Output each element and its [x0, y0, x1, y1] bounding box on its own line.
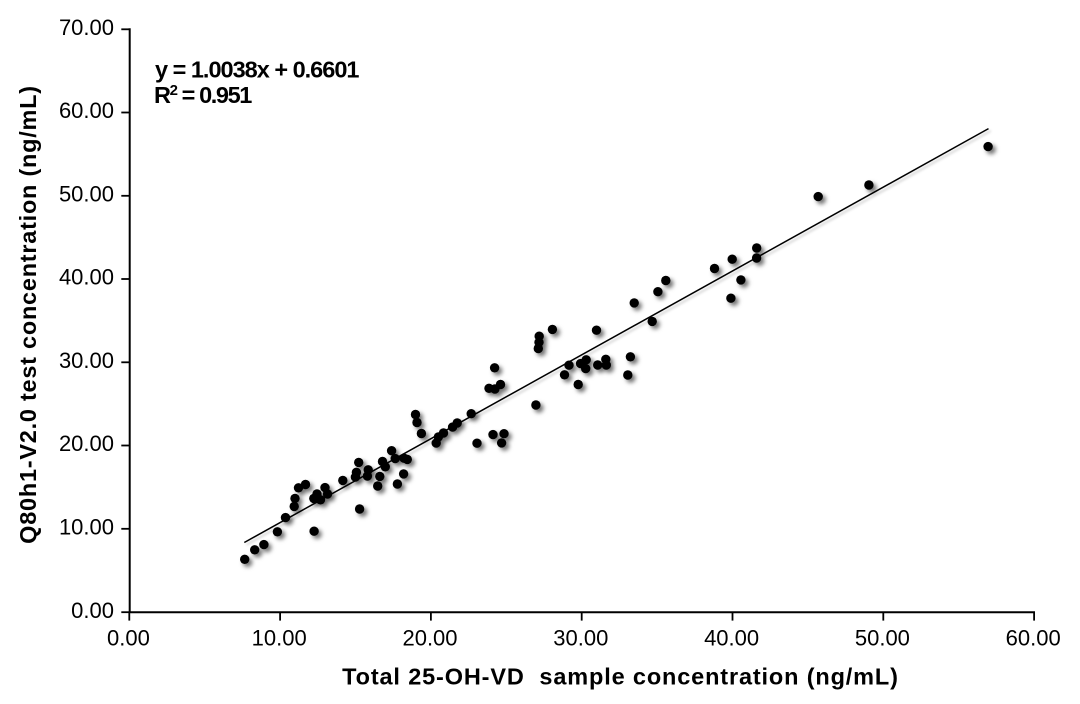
svg-text:40.00: 40.00	[59, 265, 114, 290]
svg-text:0.00: 0.00	[107, 626, 150, 651]
svg-text:50.00: 50.00	[59, 181, 114, 206]
svg-text:R2 = 0.951: R2 = 0.951	[154, 82, 252, 108]
svg-text:70.00: 70.00	[59, 15, 114, 40]
svg-text:Total 25-OH-VD sample concent: Total 25-OH-VD sample concentration (ng/…	[342, 664, 899, 690]
svg-text:60.00: 60.00	[59, 98, 114, 123]
svg-text:30.00: 30.00	[553, 626, 608, 651]
svg-text:20.00: 20.00	[402, 626, 457, 651]
svg-text:y = 1.0038x + 0.6601: y = 1.0038x + 0.6601	[155, 57, 359, 83]
svg-text:30.00: 30.00	[59, 348, 114, 373]
svg-text:10.00: 10.00	[252, 626, 307, 651]
svg-text:40.00: 40.00	[704, 626, 759, 651]
svg-text:20.00: 20.00	[59, 431, 114, 456]
svg-text:Q80h1-V2.0 test concentration: Q80h1-V2.0 test concentration (ng/mL)	[15, 85, 41, 544]
svg-text:60.00: 60.00	[1006, 626, 1061, 651]
svg-text:50.00: 50.00	[855, 626, 910, 651]
svg-text:10.00: 10.00	[59, 514, 114, 539]
svg-text:0.00: 0.00	[71, 598, 114, 623]
